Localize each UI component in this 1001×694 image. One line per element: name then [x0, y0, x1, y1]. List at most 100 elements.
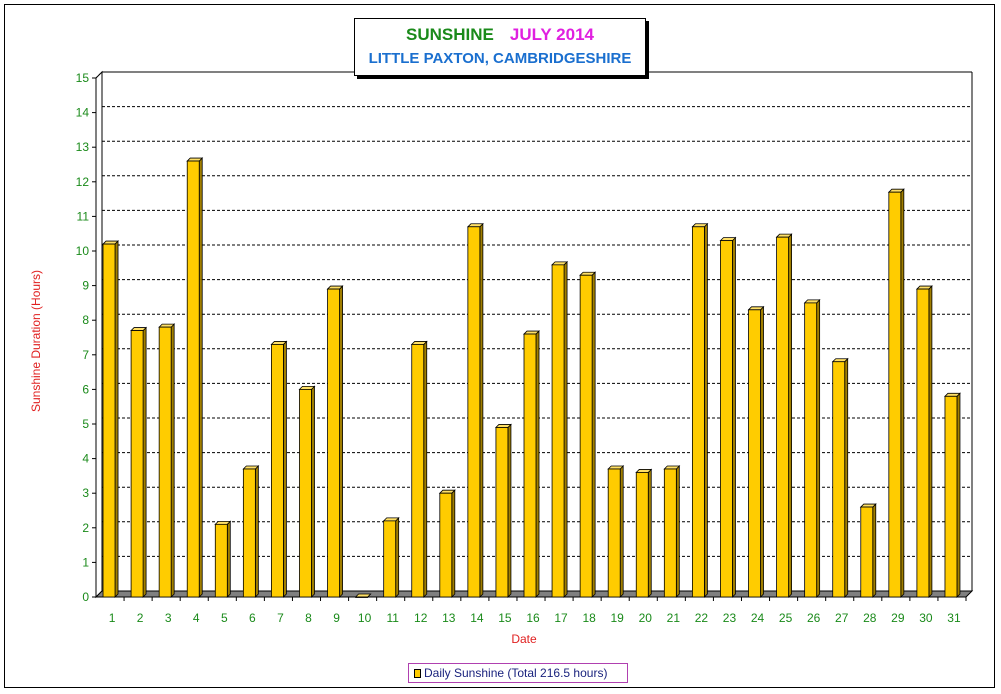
x-tick-label: 24	[751, 611, 765, 625]
x-tick-label: 4	[193, 611, 200, 625]
x-tick-label: 12	[414, 611, 428, 625]
bar-side	[479, 222, 484, 598]
x-tick-label: 28	[863, 611, 877, 625]
bar-top	[214, 520, 232, 525]
bar-side	[732, 236, 736, 598]
bar-side	[254, 465, 259, 598]
x-axis-label: Date	[511, 632, 537, 646]
bar-top	[887, 188, 905, 193]
bar-top	[747, 306, 765, 311]
bar-top	[915, 285, 933, 290]
bar-side	[591, 271, 596, 598]
bar-side	[423, 340, 428, 598]
title-sunshine: SUNSHINE	[406, 25, 494, 44]
bar-top	[944, 392, 961, 397]
grid-layer	[95, 71, 972, 563]
bar	[691, 226, 705, 598]
y-tick-label: 0	[82, 590, 89, 604]
bar	[271, 344, 284, 598]
legend-swatch	[414, 668, 421, 678]
bar-side	[844, 357, 849, 598]
chart-title-box: SUNSHINE JULY 2014 LITTLE PAXTON, CAMBRID…	[354, 18, 646, 76]
bar	[888, 191, 902, 598]
x-tick-label: 31	[947, 611, 961, 625]
bar-side	[114, 240, 119, 598]
bar-top	[663, 465, 681, 470]
bar-top	[130, 327, 148, 331]
bar	[720, 240, 733, 598]
bar	[804, 302, 818, 598]
bar-top	[382, 517, 400, 522]
y-tick-label: 6	[82, 382, 89, 396]
bar	[467, 226, 481, 598]
bar	[748, 309, 761, 598]
x-tick-label: 5	[221, 611, 228, 625]
y-tick-label: 12	[76, 175, 90, 189]
bar-side	[956, 392, 961, 598]
title-month: JULY 2014	[509, 25, 594, 44]
x-tick-label: 18	[582, 611, 596, 625]
bar-top	[186, 157, 204, 162]
bar	[832, 361, 846, 598]
bar-side	[451, 489, 456, 598]
x-tick-label: 27	[835, 611, 849, 625]
x-tick-label: 7	[277, 611, 284, 625]
bar-side	[619, 465, 624, 598]
bar-top	[326, 285, 344, 290]
bar	[523, 333, 537, 598]
chart-title: SUNSHINE JULY 2014	[355, 25, 645, 45]
bar-top	[719, 237, 737, 242]
bar	[860, 506, 874, 598]
bar	[186, 160, 200, 598]
x-tick-label: 19	[611, 611, 625, 625]
bar-top	[775, 233, 793, 238]
bar	[327, 288, 340, 598]
bar-side	[395, 516, 400, 598]
bar	[355, 596, 369, 598]
bar-top	[523, 330, 540, 335]
x-tick-label: 21	[667, 611, 681, 625]
bar	[130, 330, 144, 598]
bar	[102, 243, 116, 598]
bar	[944, 395, 958, 598]
x-tick-label: 15	[498, 611, 512, 625]
x-tick-label: 9	[333, 611, 340, 625]
bar-top	[859, 503, 877, 508]
bar-top	[466, 223, 484, 228]
bar-top	[438, 489, 456, 494]
bar-side	[535, 330, 540, 598]
bar-side	[170, 323, 175, 598]
bar	[495, 427, 509, 598]
x-tick-label: 17	[554, 611, 568, 625]
bar-side	[928, 285, 933, 598]
bar-top	[494, 424, 512, 428]
x-tick-label: 3	[165, 611, 172, 625]
bar-side	[900, 188, 905, 598]
bar-side	[198, 157, 203, 598]
bar-top	[691, 223, 709, 228]
y-tick-label: 4	[82, 452, 89, 466]
bar-top	[270, 341, 288, 345]
bar-top	[102, 240, 119, 245]
x-tick-label: 26	[807, 611, 821, 625]
bar-top	[579, 271, 597, 276]
y-tick-label: 1	[82, 555, 89, 569]
bar-side	[816, 298, 821, 598]
bar	[551, 264, 565, 598]
bar	[607, 468, 621, 598]
x-tick-label: 29	[891, 611, 905, 625]
x-tick-label: 14	[470, 611, 484, 625]
x-tick-label: 13	[442, 611, 456, 625]
bar-top	[410, 341, 428, 345]
bar-side	[703, 222, 708, 598]
bar	[299, 388, 312, 598]
bar	[579, 274, 593, 598]
y-tick-label: 7	[82, 348, 89, 362]
bar-side	[339, 285, 343, 598]
bar-side	[226, 520, 231, 598]
x-tick-label: 20	[639, 611, 653, 625]
x-tick-label: 6	[249, 611, 256, 625]
y-tick-label: 10	[76, 244, 90, 258]
x-tick-label: 2	[137, 611, 144, 625]
